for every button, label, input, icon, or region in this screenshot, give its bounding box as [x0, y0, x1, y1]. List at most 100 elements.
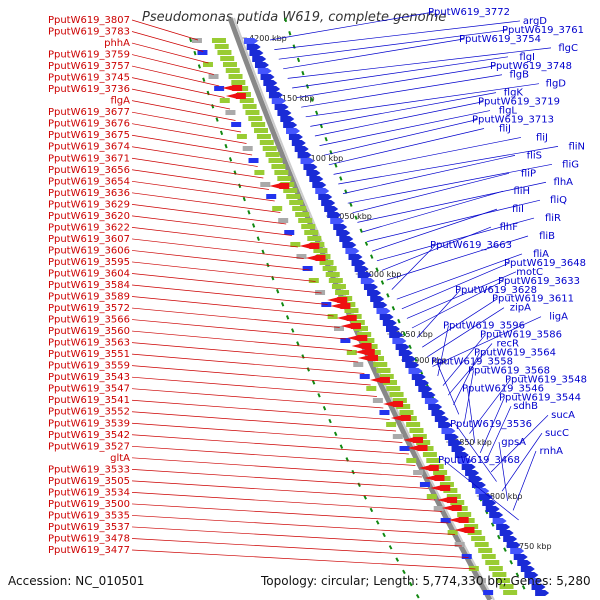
feature-block: [242, 146, 253, 151]
feature-block: [211, 38, 226, 43]
reverse-gene-arrow: [222, 85, 235, 91]
forward-gene-arrow: [428, 404, 443, 410]
left-gene-label: PputW619_3807: [48, 15, 130, 26]
right-gene-label: PputW619_3568: [468, 365, 550, 376]
left-leader-line: [131, 330, 353, 351]
feature-block: [208, 74, 219, 79]
left-leader-line: [131, 480, 436, 501]
feature-block: [475, 578, 486, 583]
left-gene-label: PputW619_3559: [48, 361, 130, 372]
feature-block: [454, 542, 465, 547]
right-leader-line: [274, 20, 521, 50]
forward-gene-arrow: [448, 440, 463, 446]
feature-block: [457, 512, 472, 517]
forward-gene-arrow: [246, 44, 261, 50]
left-gene-label: PputW619_3563: [48, 338, 130, 349]
feature-block: [298, 218, 313, 223]
feature-block: [495, 578, 510, 583]
feature-block: [222, 62, 237, 67]
right-gene-label: fliP: [521, 168, 536, 179]
feature-block: [468, 566, 479, 571]
forward-gene-arrow: [382, 320, 397, 326]
feature-block: [464, 524, 479, 529]
left-gene-labels: PputW619_3807PputW619_3783phhAPputW619_3…: [48, 15, 130, 556]
reverse-gene-block: [364, 349, 375, 355]
forward-gene-arrow: [485, 506, 500, 512]
feature-block: [242, 104, 257, 109]
feature-block: [485, 560, 500, 565]
forward-gene-arrow: [312, 182, 327, 188]
tick-label: 4150 kbp: [277, 94, 315, 103]
forward-gene-arrow: [385, 326, 400, 332]
left-gene-label: PputW619_3759: [48, 50, 130, 61]
left-leader-line: [131, 549, 476, 570]
left-gene-label: PputW619_3560: [48, 326, 130, 337]
forward-gene-arrow: [363, 284, 378, 290]
forward-gene-arrow: [535, 590, 550, 596]
feature-block: [308, 278, 319, 283]
forward-gene-arrow: [389, 332, 404, 338]
forward-gene-arrow: [268, 92, 283, 98]
feature-block: [426, 458, 441, 463]
reverse-gene-arrow: [403, 437, 416, 443]
feature-block: [260, 182, 271, 187]
feature-block: [214, 86, 225, 91]
right-leader-line: [498, 442, 508, 501]
forward-gene-arrow: [288, 134, 303, 140]
feature-block: [271, 164, 286, 169]
feature-block: [225, 110, 236, 115]
feature-block: [392, 434, 403, 439]
left-gene-label: PputW619_3589: [48, 292, 130, 303]
feature-block: [474, 542, 489, 547]
right-gene-label: PputW619_3748: [490, 61, 572, 72]
feature-block: [217, 50, 232, 55]
reverse-gene-arrow: [390, 415, 403, 421]
right-gene-label: PputW619_3548: [505, 374, 587, 385]
tick-label: 3800 kbp: [485, 492, 523, 501]
forward-gene-arrow: [392, 338, 407, 344]
right-leader-line: [305, 83, 540, 118]
feature-block: [376, 368, 391, 373]
feature-block: [274, 170, 289, 175]
right-leader-line: [406, 271, 517, 319]
right-gene-label: PputW619_3564: [474, 347, 556, 358]
right-gene-label: PputW619_3628: [455, 285, 537, 296]
right-gene-label: fliS: [527, 150, 542, 161]
left-leader-line: [131, 54, 214, 75]
reverse-gene-arrow: [358, 355, 371, 361]
reverse-gene-block: [315, 255, 326, 261]
feature-block: [277, 176, 292, 181]
left-leader-line: [131, 388, 384, 409]
forward-gene-arrow: [294, 146, 309, 152]
forward-gene-arrow: [300, 158, 315, 164]
left-gene-label: PputW619_3584: [48, 280, 130, 291]
feature-block: [333, 326, 344, 331]
tick-label: 4100 kbp: [306, 154, 344, 163]
right-leader-line: [447, 343, 493, 396]
left-leader-line: [131, 238, 304, 259]
left-leader-line: [131, 215, 293, 236]
right-leader-line: [490, 414, 549, 473]
right-leader-line: [278, 29, 508, 60]
forward-gene-arrow: [421, 392, 436, 398]
right-leader-line: [442, 334, 486, 386]
feature-block: [265, 152, 280, 157]
left-leader-line: [131, 123, 247, 144]
forward-gene-arrow: [461, 464, 476, 470]
forward-gene-arrow: [503, 536, 518, 542]
forward-gene-arrow: [315, 188, 330, 194]
left-leader-line: [131, 146, 258, 167]
feature-block: [295, 212, 310, 217]
forward-gene-arrow: [357, 272, 372, 278]
forward-gene-arrow: [492, 518, 507, 524]
right-leader-line: [371, 208, 498, 252]
left-leader-line: [131, 353, 365, 374]
reverse-gene-block: [357, 335, 368, 341]
feature-block: [268, 158, 283, 163]
feature-block: [266, 194, 277, 199]
left-gene-label: PputW619_3572: [48, 303, 130, 314]
right-label-leaders: [269, 11, 559, 521]
tick-label: 3950 kbp: [395, 330, 433, 339]
feature-block: [331, 284, 346, 289]
reverse-gene-arrow: [369, 377, 382, 383]
